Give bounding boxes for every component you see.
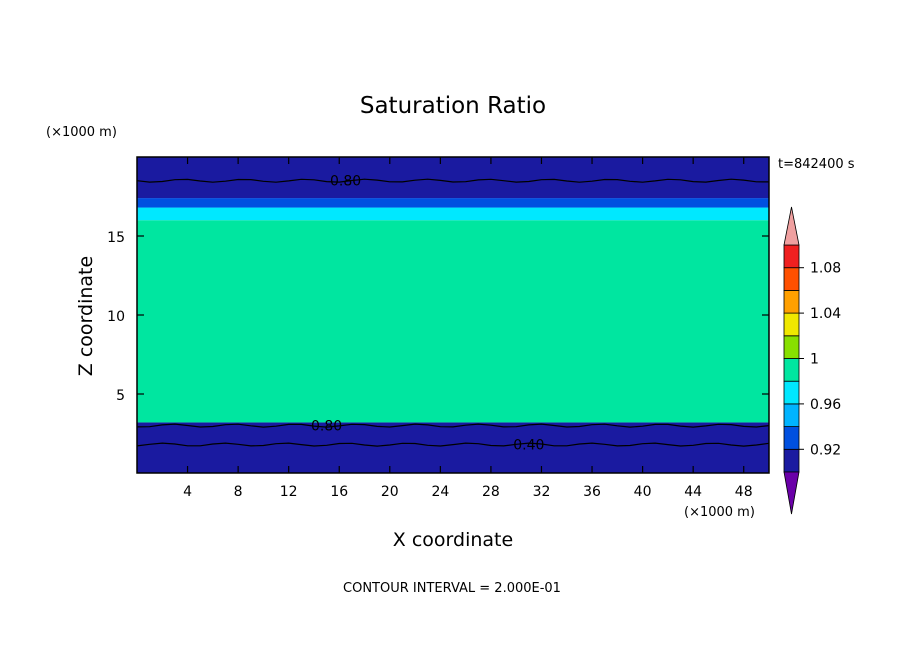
colorbar-swatch xyxy=(783,244,800,269)
contour-label-2: 0.40 xyxy=(513,438,544,454)
x-tick-label: 44 xyxy=(684,484,702,500)
x-axis-label: X coordinate xyxy=(393,529,513,551)
contour-plot-area xyxy=(137,157,769,473)
x-tick-label: 24 xyxy=(431,484,449,500)
contour-lines: 0.80 0.80 0.40 xyxy=(137,174,769,454)
y-axis-ticks: 5 10 15 xyxy=(107,230,769,404)
colorbar-swatch xyxy=(783,426,800,450)
colorbar-swatch xyxy=(783,335,800,359)
colorbar-label: 1.04 xyxy=(810,306,841,322)
colorbar-swatch xyxy=(783,403,800,427)
colorbar-lower-arrow xyxy=(783,471,800,515)
field-band-2 xyxy=(137,207,769,221)
time-label: t=842400 s xyxy=(778,157,855,172)
y-axis-label: Z coordinate xyxy=(75,256,97,376)
x-tick-label: 40 xyxy=(634,484,652,500)
x-tick-label: 4 xyxy=(183,484,192,500)
x-tick-label: 12 xyxy=(280,484,298,500)
colorbar-label: 1.08 xyxy=(810,261,841,277)
colorbar-label: 0.92 xyxy=(810,442,841,458)
x-tick-label: 32 xyxy=(533,484,551,500)
y-tick-label: 5 xyxy=(116,388,125,404)
colorbar-label: 0.96 xyxy=(810,397,841,413)
contour-label-1: 0.80 xyxy=(311,419,342,435)
field-band-3 xyxy=(137,198,769,208)
chart-title: Saturation Ratio xyxy=(360,93,546,119)
colorbar-swatch xyxy=(783,289,800,314)
field-band-1 xyxy=(137,220,769,423)
colorbar-swatch xyxy=(783,380,800,405)
colorbar-swatch xyxy=(783,312,800,337)
x-tick-label: 8 xyxy=(234,484,243,500)
field-band-0 xyxy=(137,422,769,473)
contour-line-2 xyxy=(137,442,769,447)
x-tick-label: 48 xyxy=(735,484,753,500)
y-tick-label: 15 xyxy=(107,230,125,246)
x-axis-units: (×1000 m) xyxy=(684,505,755,520)
x-axis-ticks: 4 8 12 16 20 24 28 32 36 40 44 48 xyxy=(183,157,753,500)
x-tick-label: 36 xyxy=(583,484,601,500)
colorbar-swatch xyxy=(783,448,800,473)
colorbar-swatch xyxy=(783,267,800,291)
contour-interval-footer: CONTOUR INTERVAL = 2.000E-01 xyxy=(343,581,561,596)
contour-line-0 xyxy=(137,178,769,183)
colorbar-label: 1 xyxy=(810,352,819,368)
x-tick-label: 20 xyxy=(381,484,399,500)
y-axis-units: (×1000 m) xyxy=(46,125,117,140)
x-tick-label: 16 xyxy=(330,484,348,500)
field-band-4 xyxy=(137,157,769,199)
x-tick-label: 28 xyxy=(482,484,500,500)
contour-line-1 xyxy=(137,423,769,428)
colorbar: 0.92 0.96 1 1.04 1.08 xyxy=(783,206,841,515)
colorbar-upper-arrow xyxy=(783,206,800,246)
y-tick-label: 10 xyxy=(107,309,125,325)
contour-label-0: 0.80 xyxy=(330,174,361,190)
colorbar-swatch xyxy=(783,358,800,382)
